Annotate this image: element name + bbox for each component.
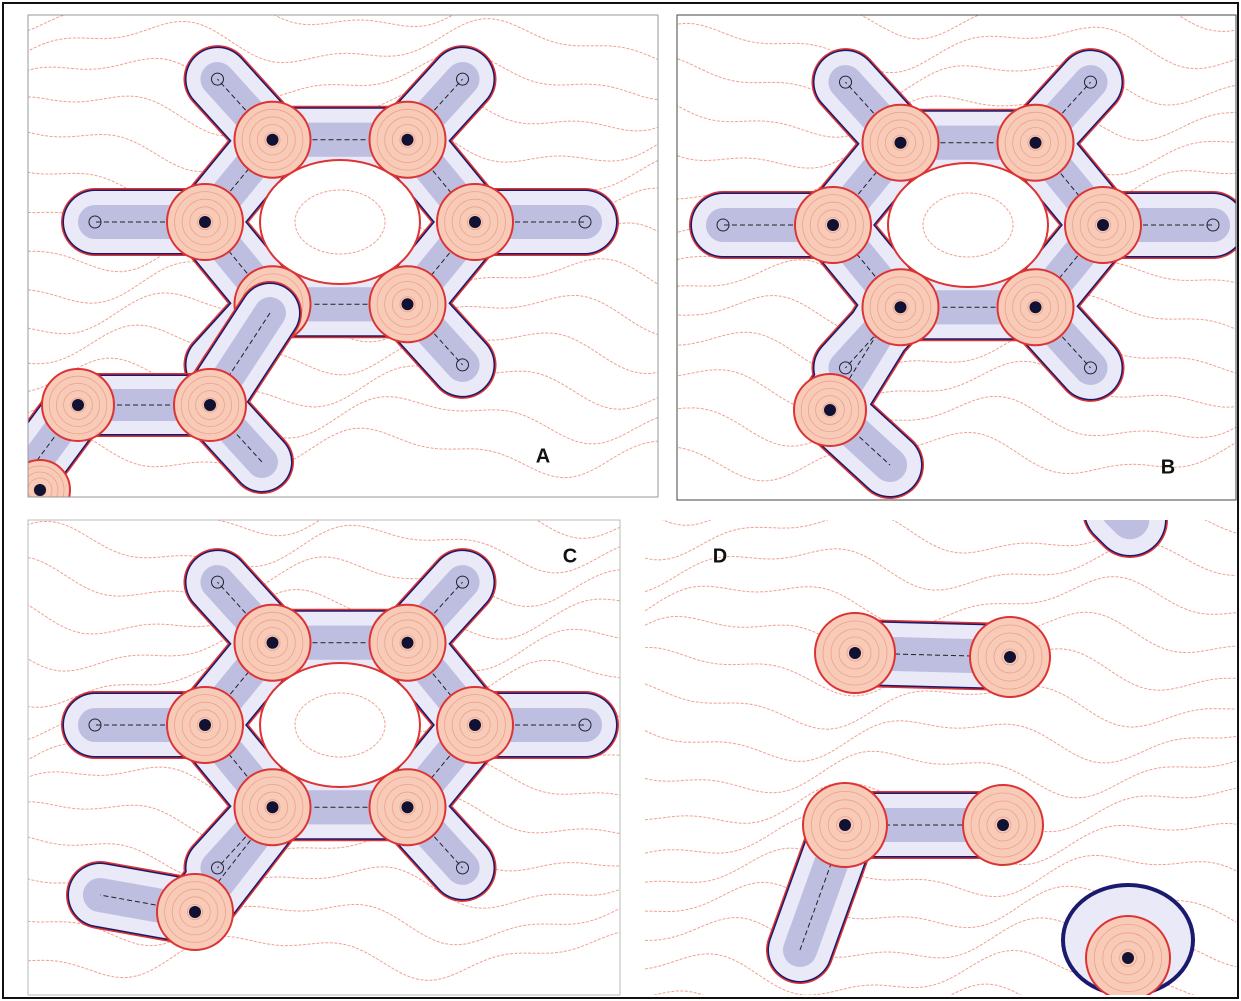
contour-line [638,430,1241,481]
nucleus [402,801,414,813]
panel-a [10,0,666,520]
nucleus [199,216,211,228]
basin-contour [1120,510,1130,520]
nucleus [204,399,216,411]
nucleus [189,906,201,918]
contour-line [645,440,1241,489]
nucleus [267,801,279,813]
contour-line [638,0,1241,39]
nucleus [34,484,46,496]
nucleus [1122,952,1134,964]
nucleus [72,399,84,411]
contour-line [645,721,1241,763]
ring-center [888,163,1048,287]
nucleus [839,819,851,831]
contour-line [10,454,666,504]
figure: A B C D [0,0,1241,1001]
panel-label: B [1161,456,1175,478]
panel-d [645,406,1241,1001]
nucleus [267,134,279,146]
nucleus [849,647,861,659]
nucleus [267,637,279,649]
contour-line [645,577,1241,627]
nucleus [824,404,836,416]
panel-label: C [563,545,577,567]
contour-line [10,487,666,538]
nucleus [469,719,481,731]
nucleus [1004,651,1016,663]
contour-line [638,56,1241,106]
contour-line [645,406,1241,455]
nucleus [1030,137,1042,149]
contour-line [638,361,1241,410]
ring-center [260,663,420,787]
panel-label: A [536,445,550,467]
nucleus [1097,219,1109,231]
ring-center [260,160,420,284]
contour-line [10,19,666,63]
contour-line [638,23,1241,72]
nucleus [199,719,211,731]
basin-outline [1120,510,1130,520]
nucleus [402,134,414,146]
basin-outline [1120,510,1130,520]
nucleus [469,216,481,228]
panel-c [10,352,666,980]
contour-line [645,751,1241,798]
basin [1120,510,1130,520]
nucleus [895,137,907,149]
contour-line [10,0,666,35]
nucleus [895,301,907,313]
panel-b [638,0,1241,481]
nucleus [402,298,414,310]
nucleus [1030,301,1042,313]
contour-line [10,931,666,981]
nucleus [827,219,839,231]
nucleus [402,637,414,649]
contour-line [10,52,666,100]
nucleus [997,819,1009,831]
contour-line [645,684,1241,729]
panel-label: D [713,545,727,567]
bond-path [1120,510,1130,520]
